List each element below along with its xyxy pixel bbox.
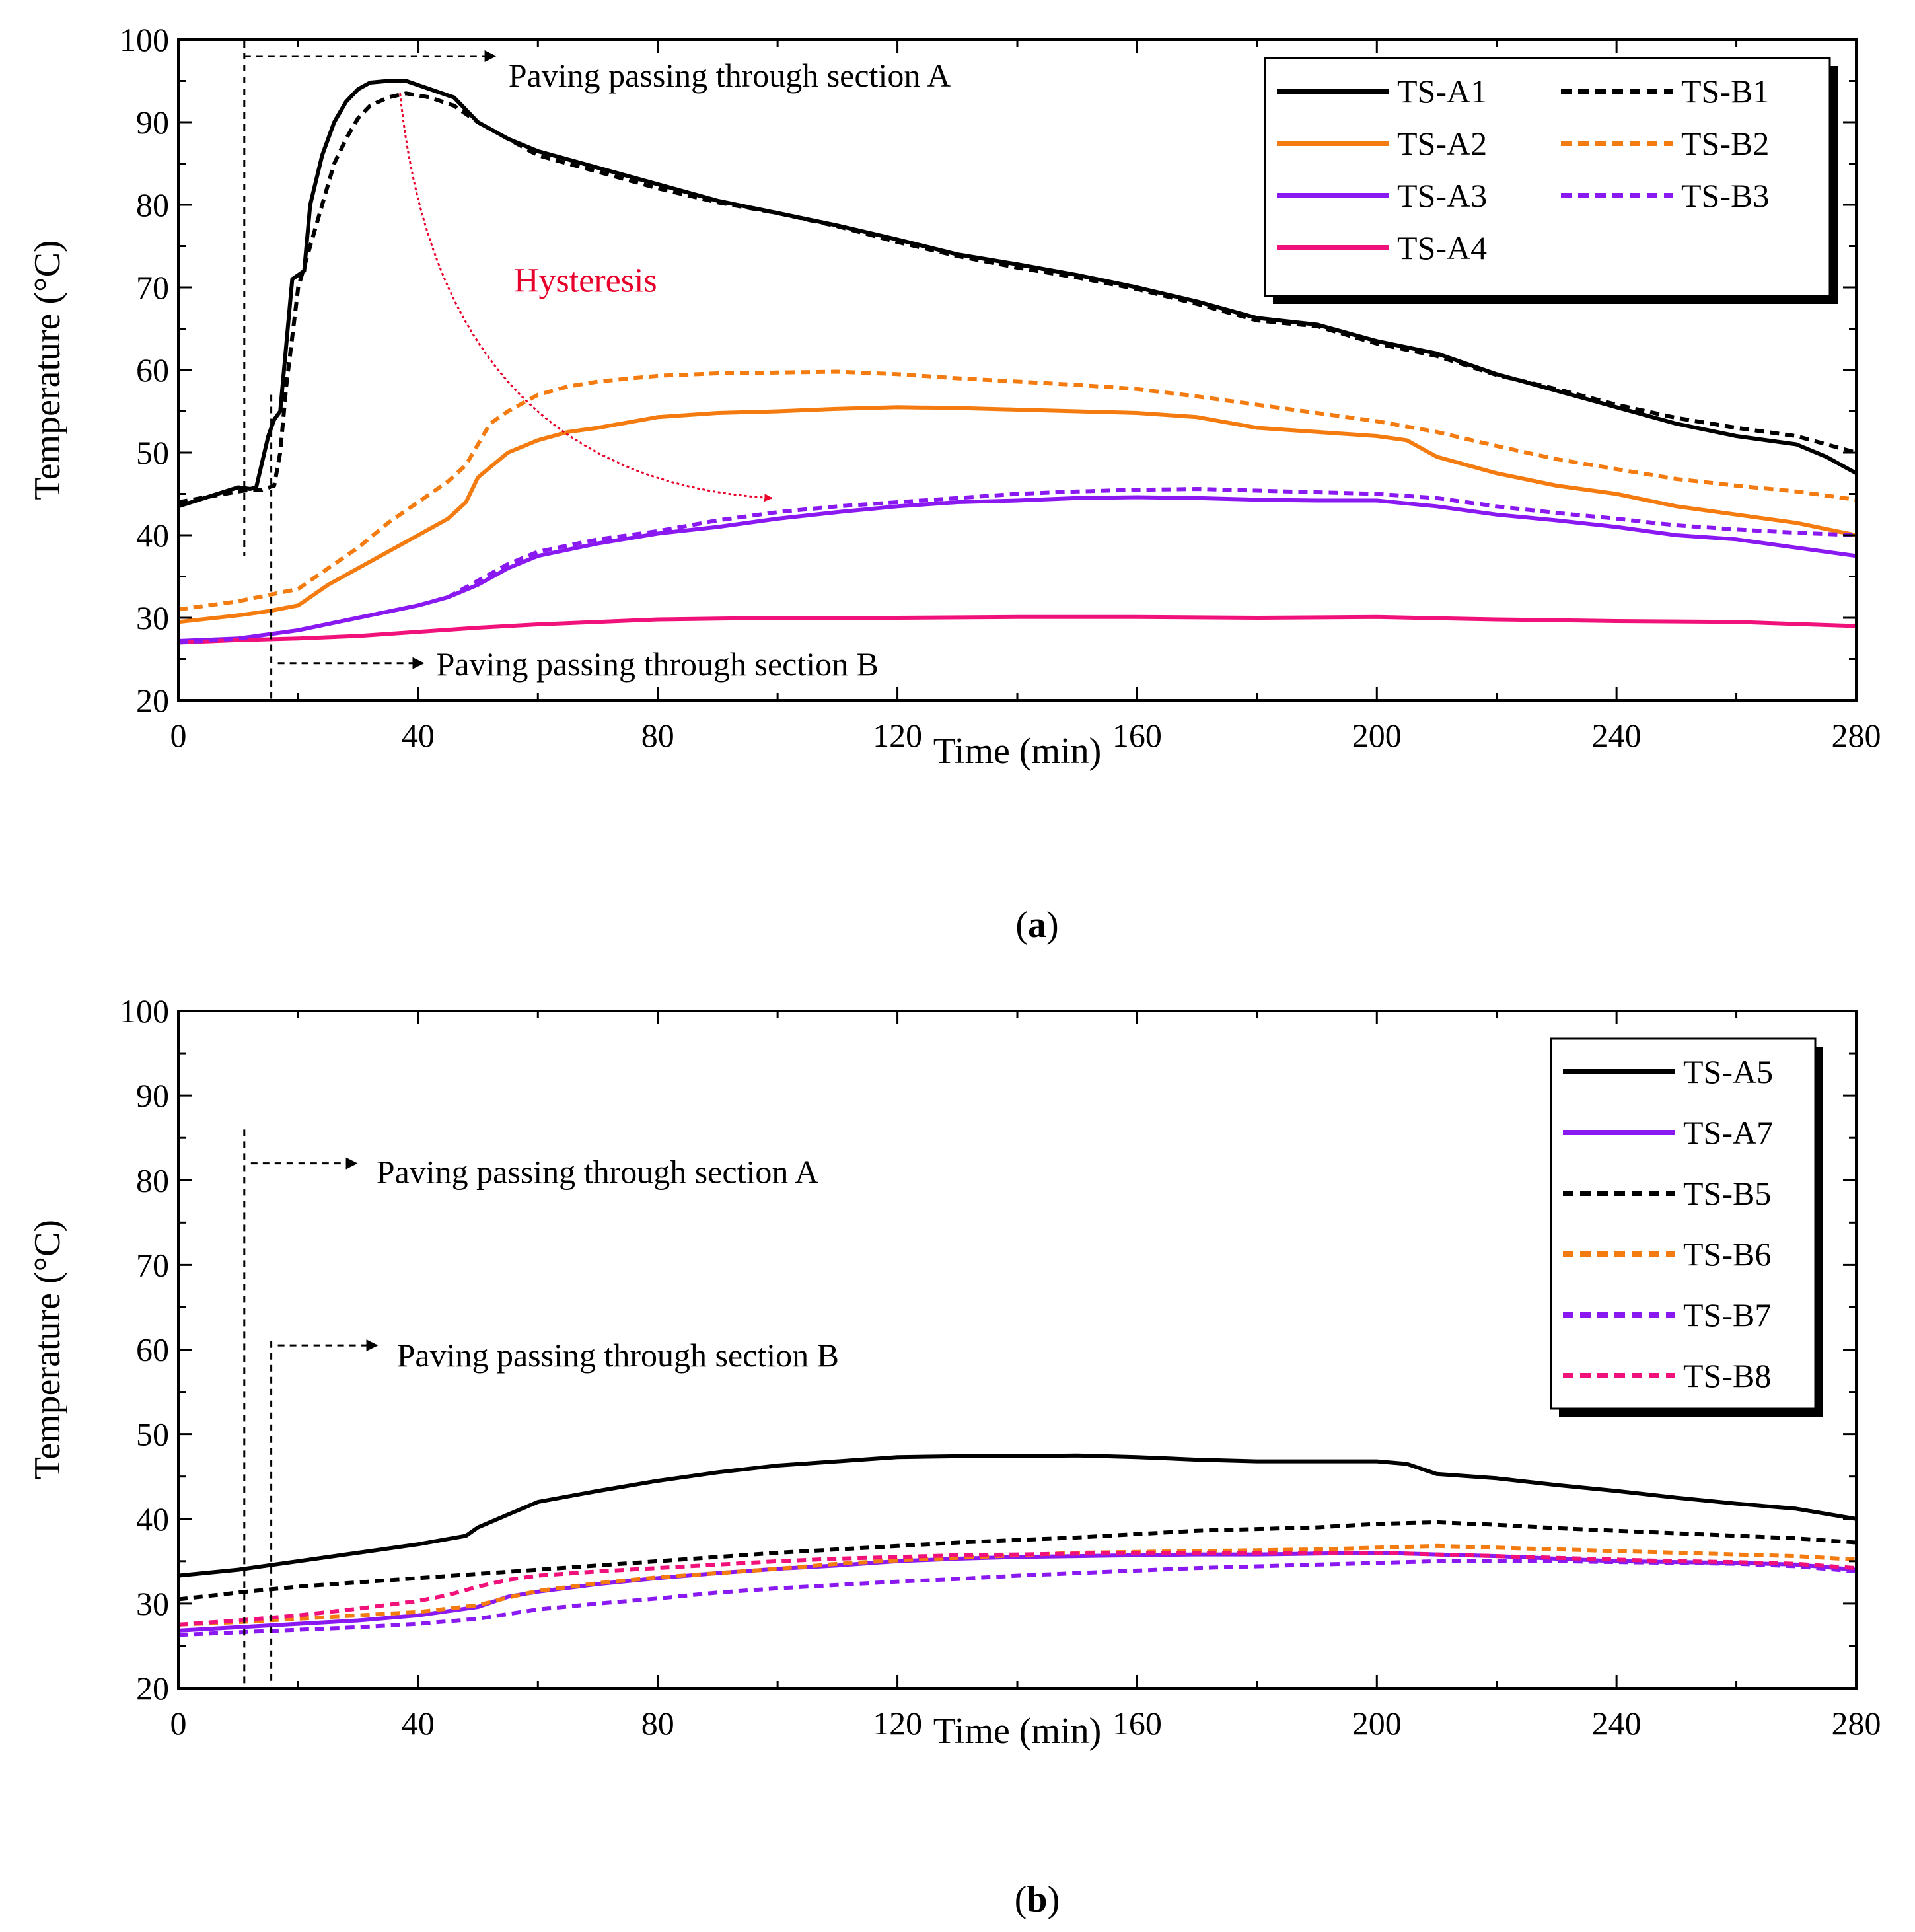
series-line-ts-b7: [178, 1559, 1857, 1637]
caption-letter: a: [1028, 905, 1046, 946]
y-tick-label: 40: [136, 517, 169, 554]
legend-label-ts-b7: TS-B7: [1683, 1296, 1771, 1333]
y-tick-label: 20: [136, 1670, 169, 1707]
y-tick-label: 100: [120, 992, 169, 1029]
y-tick-label: 70: [136, 269, 169, 306]
legend-label-ts-b2: TS-B2: [1681, 125, 1769, 162]
x-tick-label: 120: [873, 717, 922, 754]
y-tick-label: 80: [136, 186, 169, 223]
y-tick-label: 50: [136, 1416, 169, 1453]
caption-paren-open: (: [1015, 1879, 1027, 1920]
x-tick-label: 160: [1112, 717, 1162, 754]
section-b-annotation: Paving passing through section B: [437, 646, 879, 683]
legend-label-ts-a5: TS-A5: [1683, 1053, 1773, 1090]
legend-b: TS-A5 TS-A7 TS-B5 TS-B6 TS-B7 TS-B8: [1550, 1037, 1823, 1417]
x-tick-label: 200: [1352, 717, 1402, 754]
y-tick-label: 20: [136, 682, 169, 719]
series-line-ts-b2: [178, 369, 1857, 612]
legend-label-ts-b3: TS-B3: [1681, 177, 1769, 214]
x-tick-label: 0: [170, 717, 187, 754]
series-line-ts-a4: [178, 614, 1857, 645]
panel-caption-a: (a): [1015, 905, 1058, 946]
y-tick-label: 40: [136, 1501, 169, 1538]
series-line-ts-b8: [178, 1551, 1857, 1627]
x-tick-label: 240: [1592, 717, 1642, 754]
x-tick-label: 0: [170, 1705, 187, 1742]
x-tick-label: 200: [1352, 1705, 1402, 1742]
hysteresis-arrow: [399, 93, 773, 502]
x-tick-label: 40: [402, 1705, 435, 1742]
caption-paren-open: (: [1015, 905, 1028, 946]
y-tick-label: 90: [136, 1077, 169, 1114]
x-tick-label: 240: [1592, 1705, 1642, 1742]
caption-letter: b: [1027, 1879, 1047, 1920]
y-axis-label-b: Temperature (°C): [27, 1220, 68, 1479]
y-tick-label: 30: [136, 1585, 169, 1622]
x-axis-label-a: Time (min): [933, 731, 1102, 772]
x-tick-label: 280: [1832, 1705, 1881, 1742]
y-axis-label-a: Temperature (°C): [27, 240, 68, 500]
caption-paren-close: ): [1046, 905, 1059, 946]
legend-label-ts-a3: TS-A3: [1397, 177, 1487, 214]
legend-label-ts-b5: TS-B5: [1683, 1175, 1771, 1212]
legend-box: [1264, 57, 1831, 297]
hysteresis-annotation: Hysteresis: [514, 262, 657, 299]
x-tick-label: 120: [873, 1705, 922, 1742]
legend-a: TS-A1 TS-A2 TS-A3 TS-A4 TS-B1 TS-B2 TS-B3: [1264, 57, 1838, 304]
y-tick-label: 70: [136, 1246, 169, 1283]
section-a-annotation: Paving passing through section A: [377, 1154, 818, 1191]
legend-label-ts-b6: TS-B6: [1683, 1236, 1771, 1273]
y-tick-label: 80: [136, 1162, 169, 1199]
legend-label-ts-b8: TS-B8: [1683, 1357, 1771, 1394]
x-tick-label: 80: [641, 1705, 674, 1742]
x-tick-label: 80: [641, 717, 674, 754]
series-line-ts-a2: [178, 405, 1857, 624]
section-a-annotation: Paving passing through section A: [509, 57, 951, 94]
legend-label-ts-a1: TS-A1: [1397, 73, 1487, 110]
y-tick-label: 30: [136, 599, 169, 636]
x-axis-label-b: Time (min): [933, 1711, 1102, 1752]
legend-label-ts-a7: TS-A7: [1683, 1114, 1773, 1151]
legend-label-ts-b1: TS-B1: [1681, 73, 1769, 110]
x-tick-label: 280: [1832, 717, 1881, 754]
y-tick-label: 50: [136, 434, 169, 471]
panel-caption-b: (b): [1015, 1879, 1060, 1920]
series-line-ts-b5: [178, 1520, 1857, 1602]
legend-box: [1550, 1037, 1817, 1410]
legend-label-ts-a2: TS-A2: [1397, 125, 1487, 162]
series-line-ts-a5: [178, 1453, 1857, 1578]
series-line-ts-a7: [178, 1551, 1857, 1633]
y-tick-label: 100: [120, 21, 169, 58]
series-line-ts-b3: [178, 487, 1857, 645]
chart-panel-a: Paving passing through section A Paving …: [27, 21, 1881, 946]
x-tick-label: 160: [1112, 1705, 1162, 1742]
y-tick-label: 60: [136, 352, 169, 389]
series-line-ts-a1: [178, 79, 1858, 509]
x-tick-label: 40: [402, 717, 435, 754]
y-tick-label: 60: [136, 1331, 169, 1368]
section-b-annotation: Paving passing through section B: [397, 1337, 839, 1374]
chart-panel-b: Paving passing through section A Paving …: [27, 992, 1881, 1920]
legend-label-ts-a4: TS-A4: [1397, 229, 1487, 266]
y-tick-label: 90: [136, 104, 169, 141]
caption-paren-close: ): [1048, 1879, 1060, 1920]
